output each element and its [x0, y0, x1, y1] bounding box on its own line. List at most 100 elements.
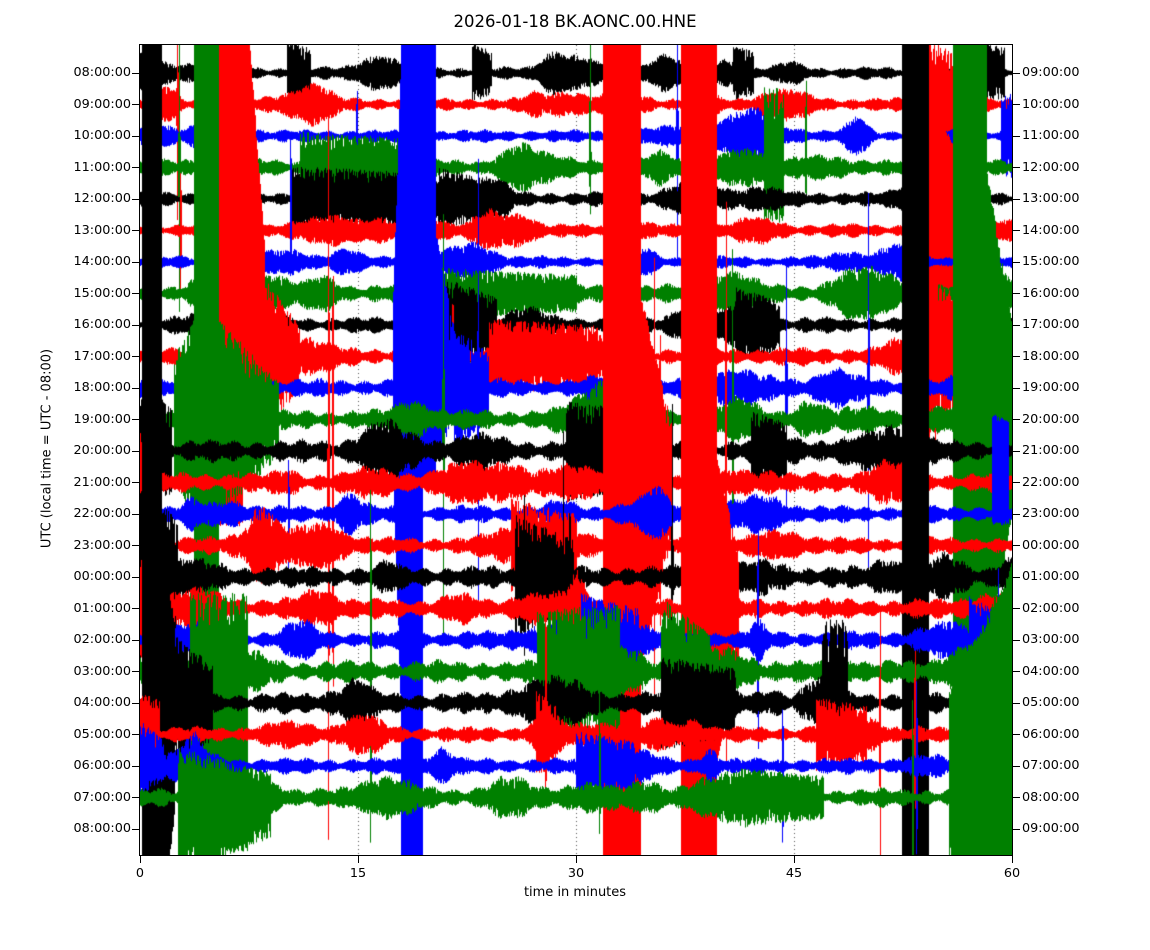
- y-tick-left: [132, 702, 139, 704]
- y-tick-label-utc: 08:00:00: [73, 65, 131, 80]
- y-tick-label-utc: 02:00:00: [73, 632, 131, 647]
- y-tick-left: [132, 104, 139, 105]
- y-tick-label-utc: 15:00:00: [73, 285, 131, 301]
- y-tick-label-local: 20:00:00: [1022, 411, 1080, 427]
- y-tick-label-utc: 07:00:00: [73, 789, 131, 805]
- y-tick-left: [132, 72, 139, 74]
- x-tick: [139, 856, 141, 863]
- y-tick-label-local: 01:00:00: [1022, 569, 1080, 584]
- y-tick-right: [1013, 450, 1020, 452]
- y-tick-right: [1013, 198, 1020, 200]
- y-tick-label-local: 08:00:00: [1022, 789, 1080, 805]
- y-tick-label-utc: 16:00:00: [73, 317, 131, 332]
- y-tick-label-local: 02:00:00: [1022, 600, 1080, 616]
- x-tick: [793, 856, 795, 863]
- y-tick-left: [132, 324, 139, 326]
- y-tick-left: [132, 765, 139, 767]
- y-tick-right: [1013, 734, 1020, 735]
- y-tick-label-local: 14:00:00: [1022, 222, 1080, 238]
- helicorder-canvas: [140, 45, 1012, 855]
- y-tick-label-utc: 09:00:00: [73, 96, 131, 112]
- y-tick-label-local: 00:00:00: [1022, 537, 1080, 553]
- y-tick-right: [1013, 230, 1020, 231]
- y-tick-left: [132, 545, 139, 546]
- y-tick-left: [132, 671, 139, 672]
- y-tick-right: [1013, 797, 1020, 798]
- y-tick-label-utc: 21:00:00: [73, 474, 131, 490]
- y-tick-label-utc: 12:00:00: [73, 191, 131, 206]
- y-tick-label-utc: 05:00:00: [73, 726, 131, 742]
- y-tick-right: [1013, 261, 1020, 263]
- y-tick-right: [1013, 419, 1020, 420]
- y-tick-label-local: 12:00:00: [1022, 159, 1080, 175]
- y-tick-right: [1013, 513, 1020, 515]
- y-tick-left: [132, 513, 139, 515]
- y-tick-left: [132, 356, 139, 357]
- y-tick-label-utc: 03:00:00: [73, 663, 131, 679]
- y-tick-label-utc: 11:00:00: [73, 159, 131, 175]
- y-tick-label-local: 23:00:00: [1022, 506, 1080, 521]
- y-tick-left: [132, 450, 139, 452]
- y-tick-left: [132, 734, 139, 735]
- y-tick-right: [1013, 293, 1020, 294]
- y-tick-left: [132, 293, 139, 294]
- y-tick-right: [1013, 545, 1020, 546]
- y-tick-right: [1013, 482, 1020, 483]
- y-tick-left: [132, 261, 139, 263]
- y-tick-left: [132, 230, 139, 231]
- y-tick-left: [132, 828, 139, 830]
- y-tick-label-local: 10:00:00: [1022, 96, 1080, 112]
- y-tick-right: [1013, 765, 1020, 767]
- y-tick-label-utc: 08:00:00: [73, 821, 131, 836]
- y-tick-label-local: 09:00:00: [1022, 821, 1080, 836]
- y-tick-right: [1013, 576, 1020, 578]
- y-tick-right: [1013, 671, 1020, 672]
- y-tick-left: [132, 387, 139, 389]
- y-tick-right: [1013, 608, 1020, 609]
- y-tick-left: [132, 419, 139, 420]
- y-tick-left: [132, 482, 139, 483]
- y-tick-label-local: 11:00:00: [1022, 128, 1080, 143]
- y-tick-label-utc: 04:00:00: [73, 695, 131, 710]
- y-tick-label-local: 13:00:00: [1022, 191, 1080, 206]
- y-tick-label-local: 21:00:00: [1022, 443, 1080, 458]
- y-tick-left: [132, 198, 139, 200]
- y-tick-label-utc: 19:00:00: [73, 411, 131, 427]
- y-tick-left: [132, 639, 139, 641]
- chart-title: 2026-01-18 BK.AONC.00.HNE: [453, 12, 697, 31]
- y-tick-label-local: 04:00:00: [1022, 663, 1080, 679]
- x-tick: [357, 856, 359, 863]
- y-tick-label-local: 17:00:00: [1022, 317, 1080, 332]
- y-tick-label-local: 07:00:00: [1022, 758, 1080, 773]
- y-tick-right: [1013, 639, 1020, 641]
- y-tick-label-local: 22:00:00: [1022, 474, 1080, 490]
- y-tick-left: [132, 797, 139, 798]
- y-tick-label-local: 15:00:00: [1022, 254, 1080, 269]
- y-tick-label-utc: 23:00:00: [73, 537, 131, 553]
- x-tick: [1011, 856, 1013, 863]
- y-tick-label-utc: 00:00:00: [73, 569, 131, 584]
- x-tick-label: 60: [1003, 866, 1021, 881]
- x-tick: [575, 856, 577, 863]
- x-axis-label: time in minutes: [523, 885, 627, 900]
- y-tick-right: [1013, 356, 1020, 357]
- plot-area: [139, 44, 1013, 856]
- y-tick-right: [1013, 167, 1020, 168]
- y-tick-label-local: 09:00:00: [1022, 65, 1080, 80]
- x-tick-label: 0: [135, 866, 145, 881]
- y-tick-right: [1013, 104, 1020, 105]
- y-tick-right: [1013, 387, 1020, 389]
- y-tick-label-utc: 13:00:00: [73, 222, 131, 238]
- y-tick-right: [1013, 72, 1020, 74]
- x-tick-label: 15: [349, 866, 367, 881]
- y-tick-label-local: 16:00:00: [1022, 285, 1080, 301]
- y-tick-right: [1013, 135, 1020, 137]
- y-tick-label-utc: 06:00:00: [73, 758, 131, 773]
- y-tick-label-utc: 20:00:00: [73, 443, 131, 458]
- x-tick-label: 30: [567, 866, 585, 881]
- y-tick-left: [132, 135, 139, 137]
- y-tick-right: [1013, 324, 1020, 326]
- y-tick-label-utc: 22:00:00: [73, 506, 131, 521]
- y-tick-label-local: 03:00:00: [1022, 632, 1080, 647]
